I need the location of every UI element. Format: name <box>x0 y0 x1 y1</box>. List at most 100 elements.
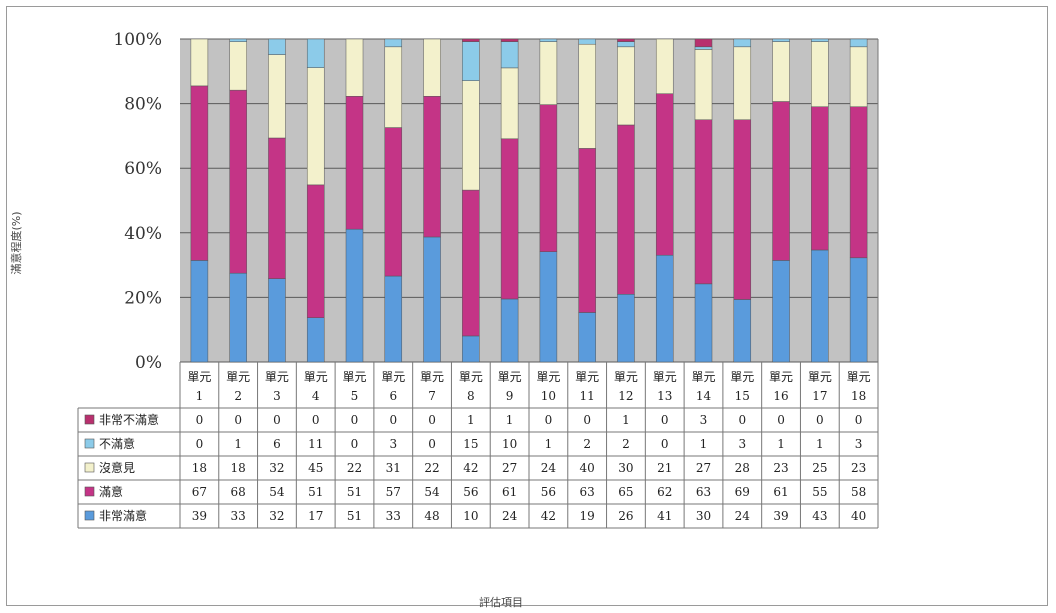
data-table-cell: 33 <box>231 509 246 523</box>
data-table-cell: 17 <box>308 509 323 523</box>
bar-segment <box>500 138 519 300</box>
data-table-cell: 18 <box>231 461 246 475</box>
x-category-label: 單元 <box>730 370 754 384</box>
data-table-cell: 0 <box>816 413 824 427</box>
data-table-cell: 11 <box>308 437 323 451</box>
bar-segment <box>500 67 519 140</box>
legend-entry: 滿意 <box>99 484 123 499</box>
bar-segment <box>229 38 247 42</box>
data-table-cell: 3 <box>389 437 397 451</box>
x-category-number: 7 <box>428 389 436 403</box>
legend-entry: 非常滿意 <box>99 508 147 523</box>
data-table-cell: 0 <box>351 413 359 427</box>
data-table-cell: 0 <box>351 437 359 451</box>
y-tick-label: 40% <box>124 224 162 244</box>
data-table: 單元1單元2單元3單元4單元5單元6單元7單元8單元9單元10單元11單元12單… <box>77 39 879 529</box>
bar-segment <box>694 38 713 48</box>
data-table-cell: 58 <box>851 485 866 499</box>
data-table-cell: 1 <box>622 413 630 427</box>
bar-segment <box>849 38 868 48</box>
data-table-cell: 3 <box>700 413 708 427</box>
data-table-cell: 1 <box>545 437 553 451</box>
data-table-cell: 55 <box>812 485 827 499</box>
data-table-cell: 3 <box>738 437 746 451</box>
data-table-cell: 1 <box>506 413 514 427</box>
data-table-cell: 0 <box>389 413 397 427</box>
data-table-cell: 51 <box>308 485 323 499</box>
data-table-cell: 15 <box>463 437 478 451</box>
bar-segment <box>190 38 209 87</box>
data-table-cell: 0 <box>428 437 436 451</box>
data-table-cell: 25 <box>812 461 827 475</box>
data-table-cell: 28 <box>735 461 750 475</box>
bar-segment <box>617 41 635 48</box>
bar-segment <box>423 236 441 363</box>
data-table-cell: 0 <box>661 413 669 427</box>
x-category-number: 18 <box>851 389 866 403</box>
x-category-label: 單元 <box>536 370 560 384</box>
bar-segment <box>462 189 480 337</box>
data-table-cell: 30 <box>618 461 633 475</box>
legend-swatch <box>84 414 95 425</box>
data-table-cell: 41 <box>657 509 672 523</box>
data-table-cell: 54 <box>424 485 440 499</box>
x-category-number: 11 <box>580 389 595 403</box>
data-table-cell: 0 <box>234 413 242 427</box>
data-table-cell: 0 <box>545 413 553 427</box>
bar-segment <box>578 312 596 363</box>
bar-segment <box>306 38 325 68</box>
bar-segment <box>229 89 247 274</box>
bar-segment <box>345 228 364 363</box>
data-table-cell: 10 <box>502 437 517 451</box>
data-table-cell: 33 <box>386 509 401 523</box>
data-table-cell: 61 <box>502 485 517 499</box>
x-category-label: 單元 <box>187 370 211 384</box>
y-tick-label: 100% <box>113 30 162 50</box>
data-table-cell: 40 <box>580 461 595 475</box>
x-category-number: 1 <box>196 389 204 403</box>
data-table-cell: 24 <box>541 461 557 475</box>
data-table-cell: 0 <box>312 413 320 427</box>
x-category-label: 單元 <box>769 370 793 384</box>
bar-segment <box>849 106 868 259</box>
bar-segment <box>345 96 364 230</box>
x-category-number: 3 <box>273 389 281 403</box>
data-table-cell: 62 <box>657 485 672 499</box>
bar-segment <box>268 54 286 139</box>
data-table-cell: 42 <box>541 509 556 523</box>
x-category-label: 單元 <box>808 370 832 384</box>
data-table-cell: 26 <box>618 509 633 523</box>
data-table-cell: 27 <box>502 461 517 475</box>
data-table-cell: 23 <box>851 461 866 475</box>
data-table-cell: 32 <box>269 461 284 475</box>
bar-segment <box>345 38 364 97</box>
data-table-cell: 51 <box>347 509 362 523</box>
bar-segment <box>268 278 286 363</box>
data-table-cell: 22 <box>347 461 362 475</box>
bar-segment <box>462 335 480 363</box>
bar-segment <box>229 272 247 363</box>
data-table-cell: 1 <box>234 437 242 451</box>
data-table-cell: 0 <box>777 413 785 427</box>
bar-segment <box>268 38 286 55</box>
data-table-cell: 39 <box>192 509 207 523</box>
data-table-cell: 18 <box>192 461 207 475</box>
bar-segment <box>811 41 829 107</box>
bar-segment <box>190 260 209 363</box>
x-category-number: 4 <box>312 389 320 403</box>
data-table-cell: 67 <box>192 485 207 499</box>
data-table-cell: 54 <box>269 485 285 499</box>
data-table-cell: 45 <box>308 461 323 475</box>
bar-segment <box>811 249 829 363</box>
data-table-cell: 68 <box>231 485 246 499</box>
x-category-number: 17 <box>812 389 827 403</box>
y-tick-label: 0% <box>135 353 162 373</box>
bar-segment <box>655 93 674 256</box>
bar-segment <box>655 254 674 363</box>
legend-swatch <box>84 486 95 497</box>
data-table-cell: 2 <box>622 437 630 451</box>
data-table-cell: 6 <box>273 437 281 451</box>
bar-segment <box>694 49 713 120</box>
bar-segment <box>423 38 441 97</box>
